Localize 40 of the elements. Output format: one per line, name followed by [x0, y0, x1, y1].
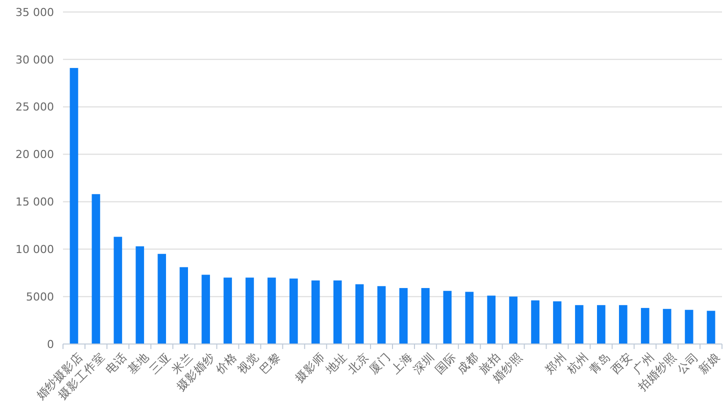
- bar: [640, 308, 650, 344]
- bar: [70, 68, 78, 344]
- bar: [553, 301, 562, 344]
- bar: [509, 296, 518, 344]
- bar: [706, 310, 716, 344]
- bar: [575, 305, 584, 344]
- y-tick-label: 20 000: [16, 148, 54, 162]
- y-tick-label: 25 000: [16, 100, 54, 114]
- bar: [333, 280, 342, 344]
- bar: [246, 278, 254, 344]
- bar: [202, 274, 210, 344]
- bar: [224, 278, 232, 344]
- bar: [399, 288, 408, 344]
- bar: [180, 267, 188, 344]
- bar: [136, 246, 144, 344]
- bar: [158, 254, 166, 344]
- bar: [443, 290, 452, 344]
- bar: [465, 292, 474, 344]
- bar: [662, 308, 672, 344]
- bar: [355, 284, 364, 344]
- bar: [114, 236, 122, 344]
- y-tick-label: 0: [47, 338, 54, 351]
- bar: [377, 286, 386, 344]
- y-tick-label: 10 000: [16, 242, 54, 256]
- x-tick-label: 厦门: [366, 350, 394, 377]
- y-tick-label: 35 000: [16, 6, 54, 19]
- y-tick-label: 30 000: [16, 53, 54, 66]
- bar: [311, 280, 320, 344]
- bar: [289, 278, 298, 344]
- bar: [531, 300, 540, 344]
- bar: [597, 305, 606, 344]
- x-tick-label: 国际: [432, 350, 460, 377]
- bar: [268, 278, 276, 344]
- bar: [618, 305, 628, 344]
- bar: [421, 288, 430, 344]
- bar: [92, 194, 100, 344]
- y-tick-label: 5000: [26, 290, 54, 304]
- bar: [684, 310, 694, 344]
- bar: [487, 296, 496, 344]
- y-tick-label: 15 000: [16, 196, 54, 209]
